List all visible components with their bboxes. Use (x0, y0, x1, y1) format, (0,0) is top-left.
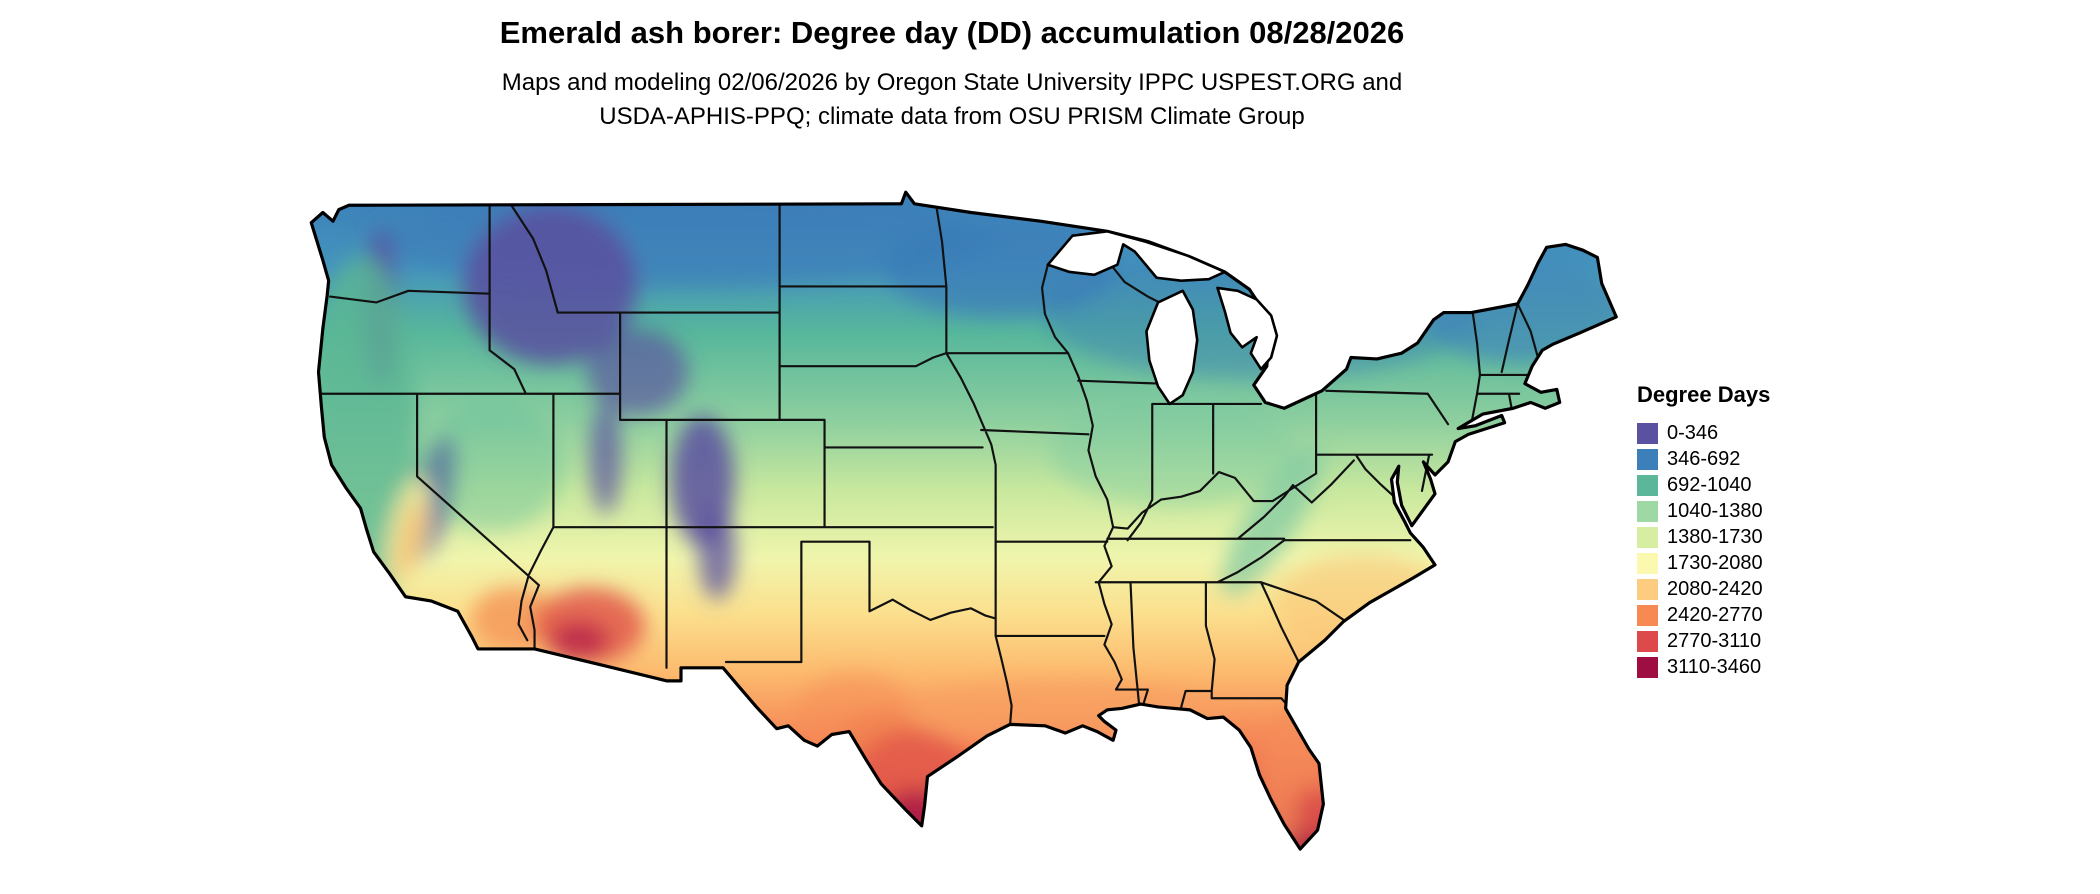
legend-item: 1040-1380 (1637, 498, 1770, 524)
legend-item: 1730-2080 (1637, 550, 1770, 576)
legend-item: 0-346 (1637, 420, 1770, 446)
legend-label: 3110-3460 (1667, 655, 1762, 678)
legend-title: Degree Days (1637, 382, 1771, 407)
figure-subtitle-line1: Maps and modeling 02/06/2026 by Oregon S… (501, 69, 1403, 96)
us-outline (309, 190, 1618, 851)
figure-subtitle: Maps and modeling 02/06/2026 by Oregon S… (0, 66, 1904, 134)
legend-label: 1730-2080 (1667, 551, 1763, 574)
legend-swatch (1637, 422, 1658, 444)
state-boundaries (320, 202, 1540, 726)
lake-superior (1046, 230, 1227, 282)
legend-item: 2080-2420 (1637, 576, 1770, 602)
legend-swatch (1637, 578, 1658, 600)
legend-label: 2420-2770 (1667, 603, 1763, 626)
figure-header: Emerald ash borer: Degree day (DD) accum… (0, 14, 1904, 134)
legend-swatch (1637, 656, 1658, 678)
legend-item: 1380-1730 (1637, 524, 1770, 550)
legend-swatch (1637, 448, 1658, 470)
legend: Degree Days 0-346 346-692 692-1040 1040-138… (1637, 382, 1770, 680)
legend-label: 1040-1380 (1667, 499, 1763, 522)
legend-swatch (1637, 604, 1658, 626)
legend-swatch (1637, 630, 1658, 652)
legend-label: 0-346 (1667, 421, 1719, 444)
legend-label: 346-692 (1667, 447, 1741, 470)
legend-swatch (1637, 500, 1658, 522)
legend-item: 692-1040 (1637, 472, 1770, 498)
us-map-svg (309, 190, 1618, 851)
us-degree-day-map (246, 140, 1638, 894)
degree-day-raster (311, 192, 1617, 850)
lake-huron (1216, 286, 1279, 371)
legend-item: 346-692 (1637, 446, 1770, 472)
legend-label: 1380-1730 (1667, 525, 1763, 548)
legend-label: 2080-2420 (1667, 577, 1763, 600)
figure-title: Emerald ash borer: Degree day (DD) accum… (499, 15, 1405, 50)
legend-item: 3110-3460 (1637, 654, 1770, 680)
legend-swatch (1637, 526, 1658, 548)
legend-items: 0-346 346-692 692-1040 1040-1380 1380-1730 17… (1637, 420, 1770, 680)
legend-label: 2770-3110 (1667, 629, 1762, 652)
legend-label: 692-1040 (1667, 473, 1752, 496)
legend-swatch (1637, 552, 1658, 574)
lake-michigan (1145, 289, 1199, 406)
legend-swatch (1637, 474, 1658, 496)
legend-item: 2420-2770 (1637, 602, 1770, 628)
legend-item: 2770-3110 (1637, 628, 1770, 654)
figure-subtitle-line2: USDA-APHIS-PPQ; climate data from OSU PR… (599, 103, 1305, 130)
